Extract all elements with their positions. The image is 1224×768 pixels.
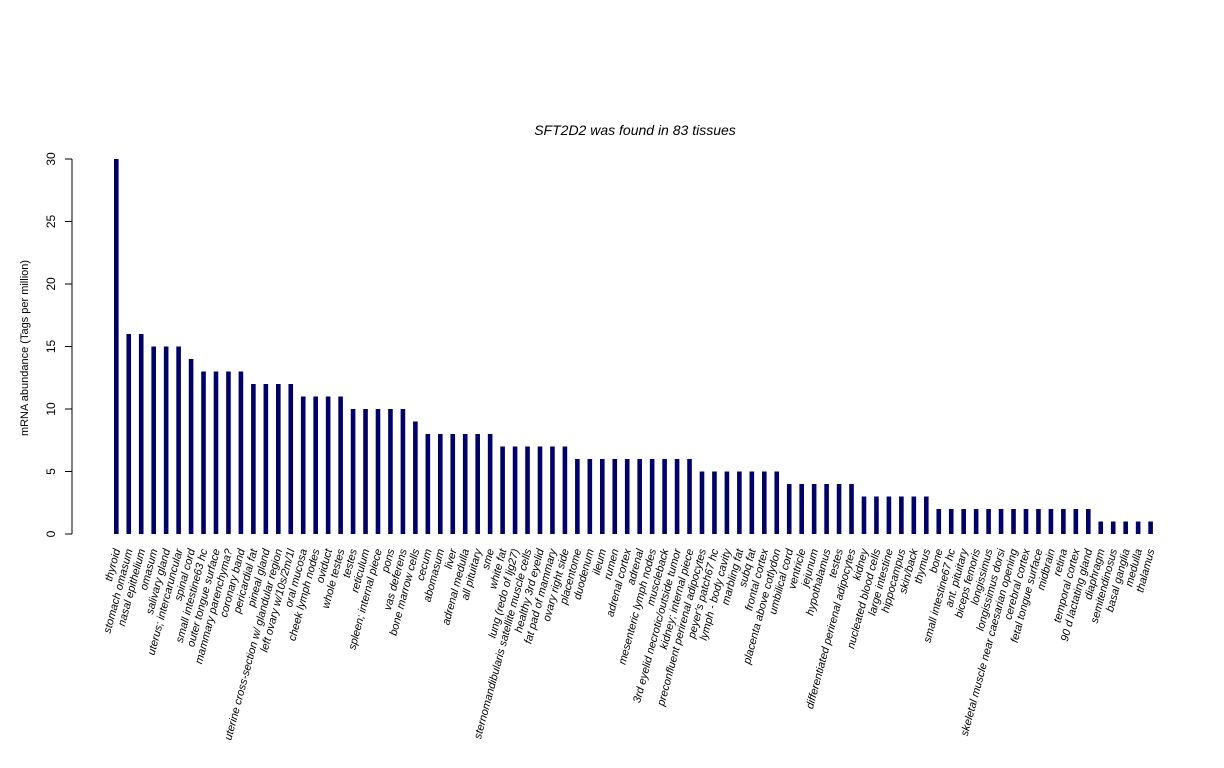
chart-title: SFT2D2 was found in 83 tissues <box>534 122 736 138</box>
bar <box>126 334 132 534</box>
bar <box>138 334 144 534</box>
bar <box>1048 509 1054 534</box>
bar <box>600 459 605 534</box>
y-tick-label: 20 <box>44 277 58 291</box>
bar <box>1061 509 1066 534</box>
bar <box>737 471 742 534</box>
bar <box>550 446 555 534</box>
bar <box>612 459 618 534</box>
bar <box>811 484 817 534</box>
x-tick-label: liver <box>443 546 460 570</box>
bar <box>438 434 443 534</box>
bar <box>462 434 468 534</box>
bar <box>562 446 568 534</box>
bar <box>836 484 842 534</box>
bar <box>712 471 717 534</box>
bar <box>176 346 181 534</box>
bar <box>899 496 904 534</box>
y-axis-label: mRNA abundance (Tags per million) <box>19 260 31 436</box>
bar <box>1148 521 1153 534</box>
bar <box>637 459 642 534</box>
bar <box>674 459 680 534</box>
bar <box>1135 521 1141 534</box>
bar <box>861 496 867 534</box>
bar <box>961 509 966 534</box>
bar <box>1085 509 1091 534</box>
bar <box>998 509 1004 534</box>
bar <box>450 434 456 534</box>
bar <box>325 396 331 534</box>
y-axis: 0 5 10 15 20 25 30 <box>44 152 73 537</box>
bar <box>350 409 356 534</box>
bar <box>1073 509 1079 534</box>
bar <box>849 484 854 534</box>
bar <box>288 384 294 534</box>
bar <box>1110 521 1116 534</box>
bar <box>1098 521 1104 534</box>
bar <box>251 384 256 534</box>
bar <box>413 421 418 534</box>
bar <box>1123 521 1128 534</box>
bar <box>624 459 630 534</box>
bar <box>213 371 219 534</box>
bar <box>425 434 431 534</box>
bar <box>986 509 991 534</box>
bar <box>1023 509 1029 534</box>
bar <box>923 496 929 534</box>
bar <box>649 459 655 534</box>
bar <box>388 409 393 534</box>
bar <box>762 471 767 534</box>
bar <box>1011 509 1016 534</box>
y-tick-label: 5 <box>44 468 58 475</box>
bar <box>201 371 206 534</box>
bar <box>363 409 368 534</box>
bar <box>587 459 593 534</box>
bar <box>475 434 480 534</box>
bars <box>114 159 1153 534</box>
y-tick-label: 15 <box>44 340 58 354</box>
bar <box>687 459 692 534</box>
bar <box>911 496 917 534</box>
bar <box>512 446 518 534</box>
bar <box>238 371 244 534</box>
bar <box>188 359 194 534</box>
bar <box>1036 509 1041 534</box>
bar <box>724 471 730 534</box>
bar <box>300 396 306 534</box>
bar <box>936 509 942 534</box>
bar <box>338 396 343 534</box>
y-tick-label: 25 <box>44 215 58 229</box>
bar <box>874 496 879 534</box>
y-tick-label: 30 <box>44 152 58 166</box>
bar <box>537 446 543 534</box>
bar <box>886 496 892 534</box>
bar <box>575 459 580 534</box>
bar <box>799 484 804 534</box>
bar <box>824 484 829 534</box>
bar <box>948 509 954 534</box>
bar <box>276 384 281 534</box>
bar <box>699 471 705 534</box>
y-tick-label: 0 <box>44 530 58 537</box>
bar <box>774 471 780 534</box>
bar <box>786 484 792 534</box>
bar <box>662 459 667 534</box>
bar <box>400 409 406 534</box>
bar <box>114 159 119 534</box>
y-tick-label: 10 <box>44 402 58 416</box>
bar <box>500 446 505 534</box>
bar <box>263 384 269 534</box>
x-tick-label: sme <box>480 548 497 571</box>
bar <box>163 346 169 534</box>
bar <box>226 371 231 534</box>
bar <box>375 409 381 534</box>
bar <box>973 509 979 534</box>
bar <box>151 346 156 534</box>
bar <box>749 471 755 534</box>
bar <box>313 396 318 534</box>
bar <box>525 446 530 534</box>
bar <box>487 434 493 534</box>
